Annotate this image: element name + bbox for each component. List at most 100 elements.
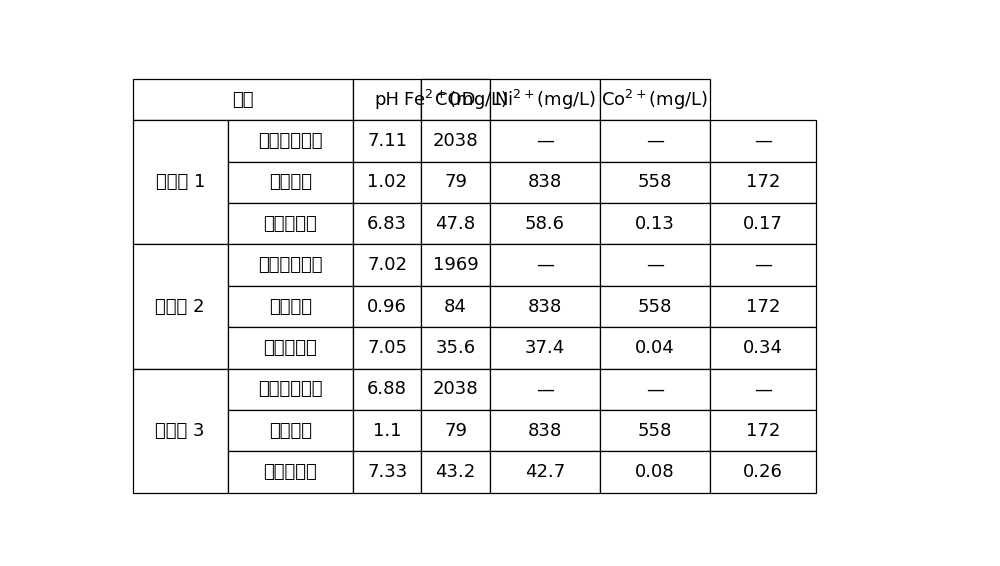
- Text: COD: COD: [435, 91, 476, 109]
- Bar: [421, 79, 490, 120]
- Text: —: —: [646, 256, 664, 274]
- Bar: [600, 410, 710, 452]
- Bar: [353, 452, 421, 493]
- Bar: [600, 120, 710, 162]
- Bar: [421, 368, 490, 410]
- Text: 着色探伤废水: 着色探伤废水: [258, 380, 323, 398]
- Bar: [228, 203, 353, 245]
- Bar: [421, 245, 490, 286]
- Bar: [353, 120, 421, 162]
- Text: 0.08: 0.08: [635, 463, 675, 481]
- Text: 实施例 2: 实施例 2: [155, 298, 205, 315]
- Bar: [490, 79, 600, 120]
- Bar: [228, 452, 353, 493]
- Bar: [600, 245, 710, 286]
- Bar: [133, 245, 228, 368]
- Text: 处理后废水: 处理后废水: [263, 215, 317, 233]
- Bar: [353, 162, 421, 203]
- Bar: [228, 162, 353, 203]
- Text: 6.88: 6.88: [367, 380, 407, 398]
- Text: 着色探伤废水: 着色探伤废水: [258, 132, 323, 150]
- Text: 2038: 2038: [433, 380, 478, 398]
- Text: —: —: [536, 132, 554, 150]
- Text: 7.11: 7.11: [367, 132, 407, 150]
- Bar: [710, 120, 816, 162]
- Bar: [490, 410, 600, 452]
- Bar: [353, 286, 421, 327]
- Text: 35.6: 35.6: [435, 339, 476, 357]
- Text: 酸洗废水: 酸洗废水: [269, 298, 312, 315]
- Text: 79: 79: [444, 422, 467, 440]
- Bar: [421, 203, 490, 245]
- Text: —: —: [754, 256, 772, 274]
- Bar: [421, 410, 490, 452]
- Bar: [421, 452, 490, 493]
- Text: 838: 838: [528, 422, 562, 440]
- Text: 实施例 1: 实施例 1: [156, 173, 205, 191]
- Text: 558: 558: [638, 173, 672, 191]
- Bar: [710, 203, 816, 245]
- Text: 0.96: 0.96: [367, 298, 407, 315]
- Text: 558: 558: [638, 298, 672, 315]
- Text: 58.6: 58.6: [525, 215, 565, 233]
- Bar: [710, 368, 816, 410]
- Bar: [600, 327, 710, 368]
- Bar: [710, 452, 816, 493]
- Text: 7.02: 7.02: [367, 256, 407, 274]
- Text: —: —: [754, 132, 772, 150]
- Text: 1969: 1969: [433, 256, 478, 274]
- Text: —: —: [646, 132, 664, 150]
- Text: 2038: 2038: [433, 132, 478, 150]
- Text: —: —: [536, 380, 554, 398]
- Text: 类别: 类别: [232, 91, 254, 109]
- Bar: [421, 120, 490, 162]
- Bar: [490, 203, 600, 245]
- Text: 1.1: 1.1: [373, 422, 401, 440]
- Bar: [600, 162, 710, 203]
- Bar: [490, 162, 600, 203]
- Bar: [353, 203, 421, 245]
- Bar: [600, 203, 710, 245]
- Bar: [421, 327, 490, 368]
- Bar: [133, 79, 353, 120]
- Bar: [710, 245, 816, 286]
- Bar: [133, 368, 228, 493]
- Text: 0.17: 0.17: [743, 215, 783, 233]
- Bar: [710, 162, 816, 203]
- Text: 0.13: 0.13: [635, 215, 675, 233]
- Bar: [600, 286, 710, 327]
- Text: 酸洗废水: 酸洗废水: [269, 173, 312, 191]
- Text: 172: 172: [746, 173, 780, 191]
- Text: —: —: [536, 256, 554, 274]
- Bar: [353, 368, 421, 410]
- Text: 实施例 3: 实施例 3: [155, 422, 205, 440]
- Text: 7.05: 7.05: [367, 339, 407, 357]
- Bar: [421, 162, 490, 203]
- Text: 1.02: 1.02: [367, 173, 407, 191]
- Text: 838: 838: [528, 298, 562, 315]
- Bar: [490, 245, 600, 286]
- Bar: [490, 368, 600, 410]
- Bar: [228, 327, 353, 368]
- Text: 0.04: 0.04: [635, 339, 675, 357]
- Bar: [421, 286, 490, 327]
- Text: 处理后废水: 处理后废水: [263, 463, 317, 481]
- Bar: [228, 410, 353, 452]
- Text: 7.33: 7.33: [367, 463, 407, 481]
- Bar: [133, 120, 228, 245]
- Text: 558: 558: [638, 422, 672, 440]
- Text: —: —: [754, 380, 772, 398]
- Text: 0.34: 0.34: [743, 339, 783, 357]
- Bar: [228, 245, 353, 286]
- Text: pH: pH: [375, 91, 400, 109]
- Text: 84: 84: [444, 298, 467, 315]
- Bar: [228, 120, 353, 162]
- Text: 172: 172: [746, 422, 780, 440]
- Text: 着色探伤废水: 着色探伤废水: [258, 256, 323, 274]
- Bar: [710, 327, 816, 368]
- Bar: [490, 327, 600, 368]
- Text: 处理后废水: 处理后废水: [263, 339, 317, 357]
- Bar: [490, 286, 600, 327]
- Text: 37.4: 37.4: [525, 339, 565, 357]
- Text: 0.26: 0.26: [743, 463, 783, 481]
